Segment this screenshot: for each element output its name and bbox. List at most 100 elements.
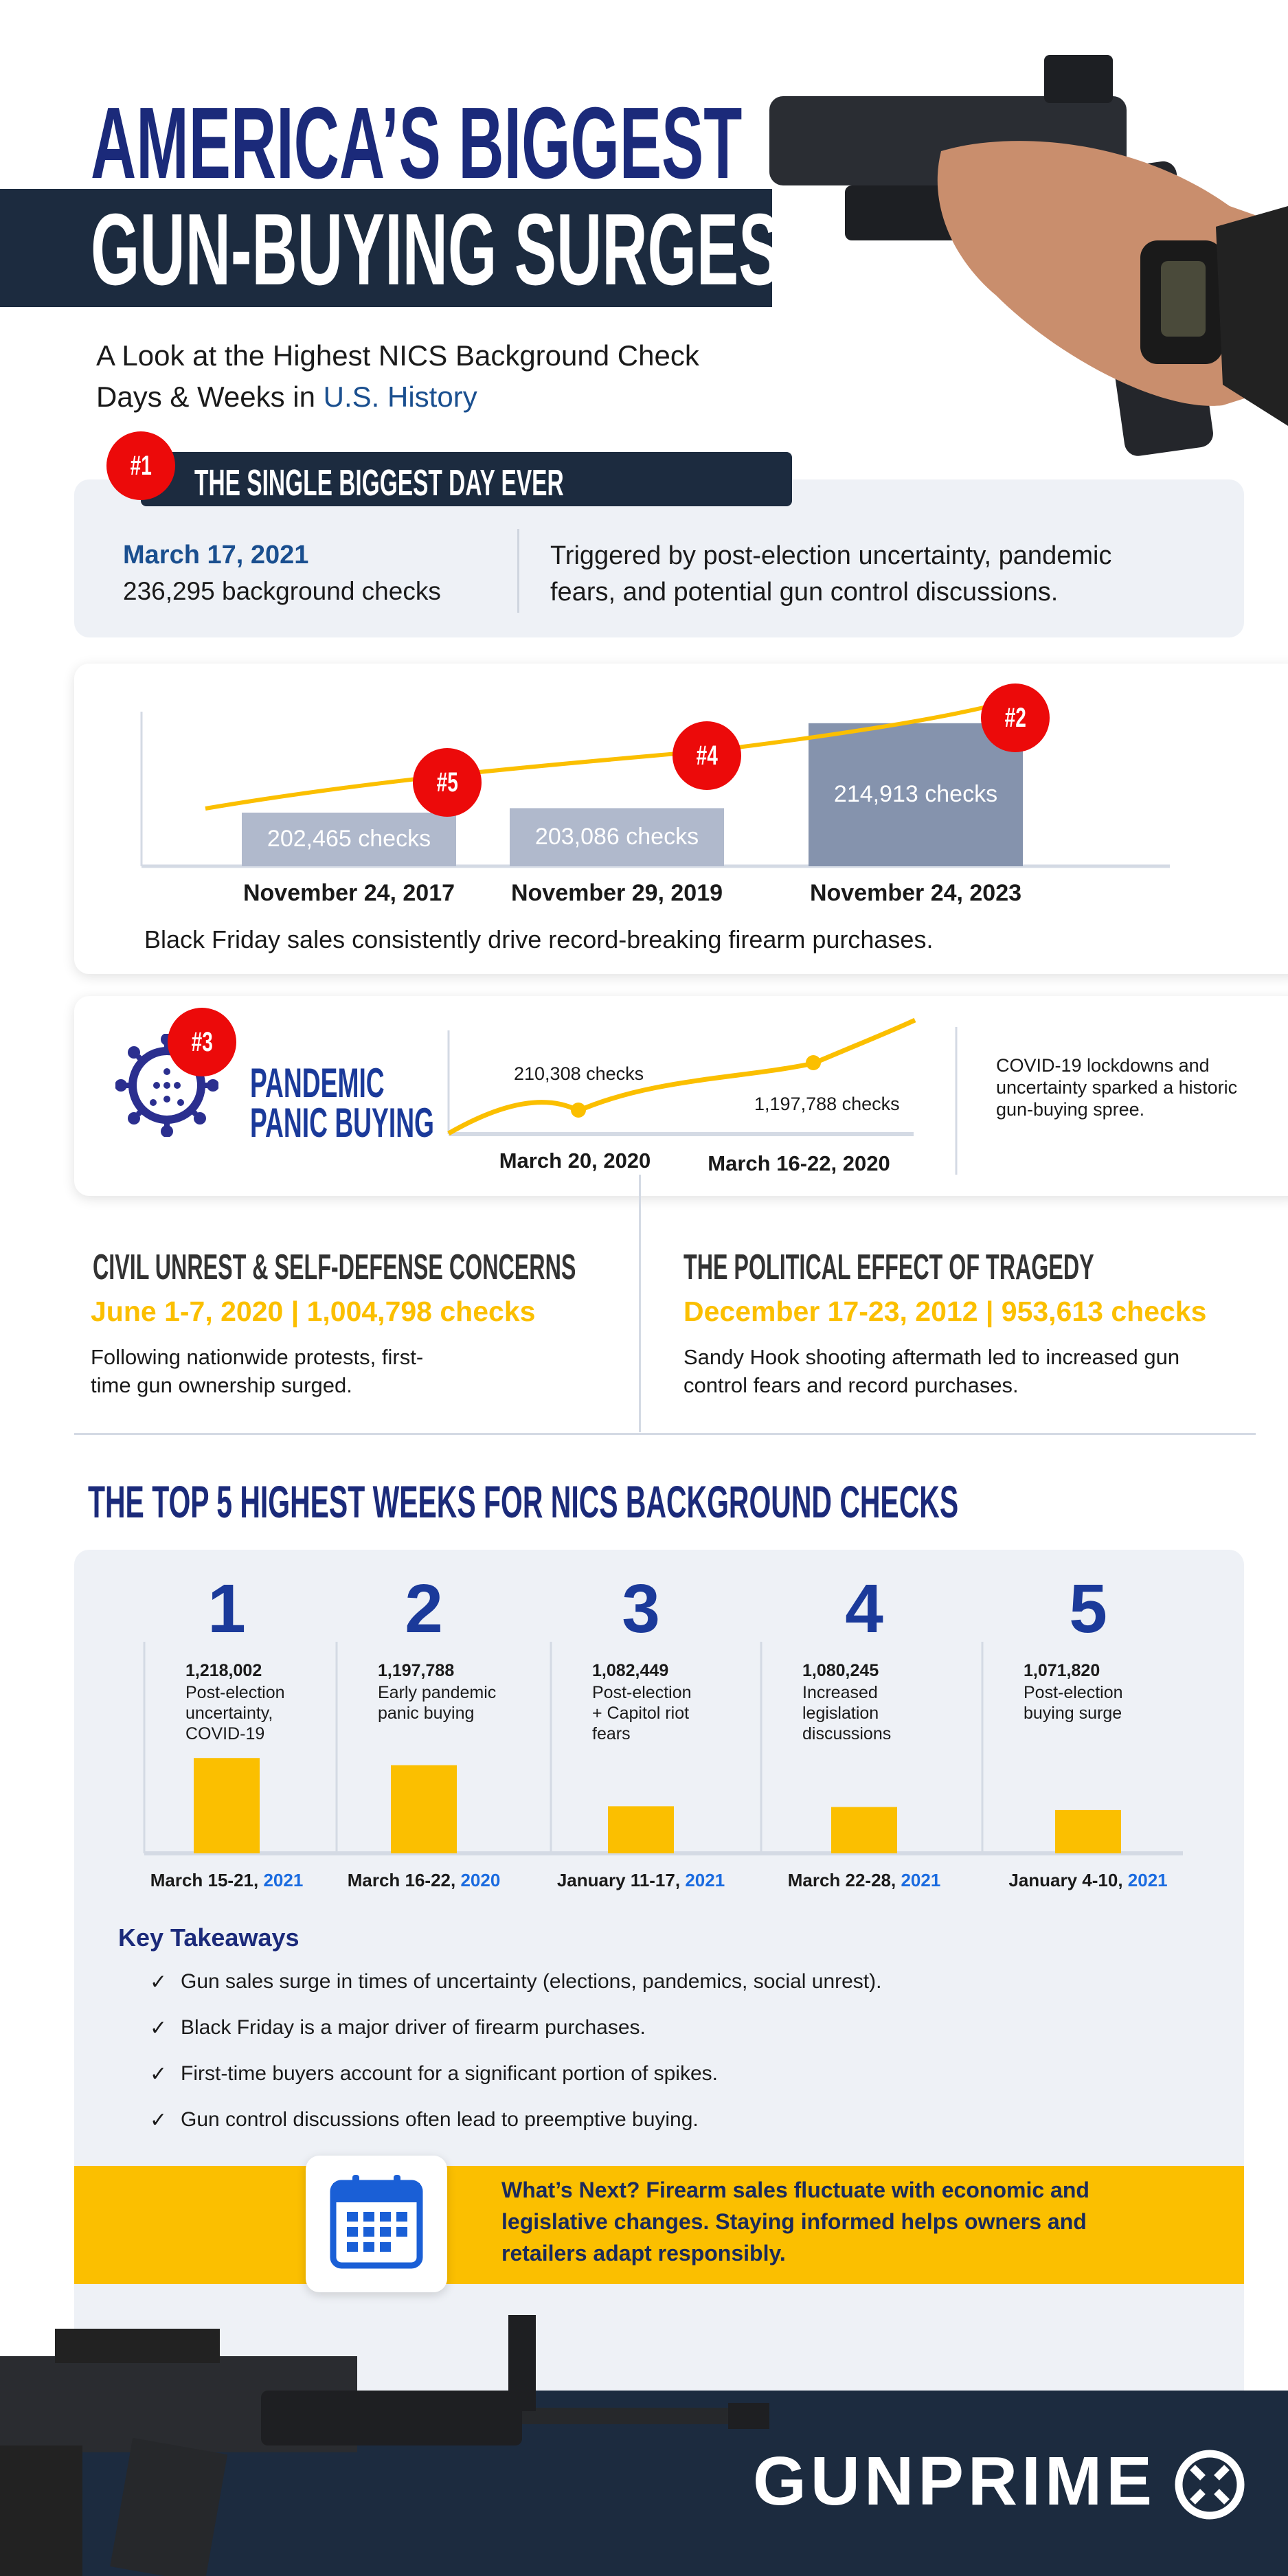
pandemic-title-line: PANIC BUYING bbox=[250, 1100, 434, 1146]
tragedy-body: Sandy Hook shooting aftermath led to inc… bbox=[683, 1343, 1179, 1399]
black-friday-caption: Black Friday sales consistently drive re… bbox=[144, 925, 934, 953]
whats-next-banner bbox=[74, 2166, 1244, 2284]
desc-line: COVID-19 lockdowns and bbox=[996, 1055, 1210, 1076]
rank-number: 2 bbox=[405, 1570, 443, 1647]
bar-value-label: 1,080,245 bbox=[802, 1661, 879, 1680]
reason-line: Increased bbox=[802, 1683, 878, 1702]
takeaway-item: First-time buyers account for a signific… bbox=[181, 2062, 718, 2085]
rank-badge: #3 bbox=[168, 1008, 236, 1076]
rank-badge: #1 bbox=[106, 431, 175, 500]
bar bbox=[510, 808, 724, 866]
title-line-1: AMERICA’S BIGGEST bbox=[91, 87, 743, 200]
crosshair-logo-icon bbox=[1175, 2450, 1245, 2520]
date-range: January 4-10, bbox=[1008, 1870, 1128, 1890]
body-line: Following nationwide protests, first- bbox=[91, 1345, 424, 1369]
reason-line: Early pandemic bbox=[378, 1683, 497, 1702]
reason-line: Post-election bbox=[592, 1683, 692, 1702]
x-tick-label: January 4-10, 2021 bbox=[1008, 1870, 1167, 1891]
divider bbox=[517, 529, 519, 613]
subtitle: A Look at the Highest NICS Background Ch… bbox=[96, 335, 699, 418]
rank-badge-label: #4 bbox=[696, 740, 718, 771]
body-line: Sandy Hook shooting aftermath led to inc… bbox=[683, 1345, 1180, 1369]
bar bbox=[608, 1806, 674, 1853]
divider bbox=[639, 1175, 641, 1432]
bar-value-label: 203,086 checks bbox=[534, 823, 699, 850]
text-line: What’s Next? Firearm sales fluctuate wit… bbox=[501, 2178, 1089, 2202]
whats-next-text: What’s Next? Firearm sales fluctuate wit… bbox=[501, 2174, 1089, 2269]
subtitle-prefix: Days & Weeks in bbox=[96, 381, 324, 413]
rank-number: 5 bbox=[1069, 1570, 1107, 1647]
reason-line: panic buying bbox=[378, 1704, 475, 1723]
black-friday-chart bbox=[140, 697, 1170, 868]
pandemic-card bbox=[74, 996, 1288, 1196]
reason-line: fears bbox=[592, 1724, 631, 1743]
date-range: January 11-17, bbox=[556, 1870, 686, 1890]
biggest-day-header: THE SINGLE BIGGEST DAY EVER bbox=[141, 452, 792, 506]
title-band bbox=[0, 189, 772, 307]
title-line-2: GUN-BUYING SURGES bbox=[91, 193, 781, 306]
reason-line: discussions bbox=[802, 1724, 892, 1743]
rank-badge: #5 bbox=[413, 748, 482, 817]
takeaways-title: Key Takeaways bbox=[118, 1923, 300, 1952]
rank-badge: #2 bbox=[981, 683, 1050, 752]
text-line: retailers adapt responsibly. bbox=[501, 2241, 786, 2266]
date-year: 2021 bbox=[263, 1870, 304, 1890]
reason-line: uncertainty, bbox=[185, 1704, 273, 1723]
bar bbox=[391, 1765, 457, 1853]
takeaway-item: Black Friday is a major driver of firear… bbox=[181, 2016, 646, 2039]
data-point bbox=[806, 1055, 821, 1070]
pandemic-chart bbox=[447, 1017, 958, 1175]
tragedy-stat: December 17-23, 2012 | 953,613 checks bbox=[683, 1296, 1207, 1327]
takeaway-item: Gun control discussions often lead to pr… bbox=[181, 2108, 699, 2131]
rank-number: 3 bbox=[622, 1570, 660, 1647]
x-tick-label: November 24, 2023 bbox=[809, 880, 1022, 906]
calendar-icon bbox=[330, 2175, 423, 2269]
divider bbox=[74, 1433, 1256, 1435]
reason-line: buying surge bbox=[1024, 1704, 1122, 1723]
civil-unrest-body: Following nationwide protests, first- ti… bbox=[91, 1343, 423, 1399]
pandemic-description: COVID-19 lockdowns and uncertainty spark… bbox=[996, 1054, 1237, 1120]
biggest-day-checks: 236,295 background checks bbox=[123, 577, 441, 605]
date-year: 2020 bbox=[460, 1870, 501, 1890]
subtitle-line-2: Days & Weeks in U.S. History bbox=[96, 376, 699, 418]
calendar-icon-box bbox=[306, 2156, 447, 2292]
bar-value-label: 1,071,820 bbox=[1024, 1661, 1100, 1680]
biggest-day-heading: THE SINGLE BIGGEST DAY EVER bbox=[194, 462, 564, 504]
rank-number: 4 bbox=[845, 1570, 883, 1647]
check-icon: ✓ bbox=[150, 2063, 168, 2086]
data-point bbox=[571, 1103, 586, 1118]
rank-badge: #4 bbox=[673, 721, 741, 790]
reason-line: legislation bbox=[802, 1704, 879, 1723]
body-line: time gun ownership surged. bbox=[91, 1373, 352, 1397]
text-line: legislative changes. Staying informed he… bbox=[501, 2209, 1087, 2234]
check-icon: ✓ bbox=[150, 2017, 168, 2040]
x-tick-label: March 22-28, 2021 bbox=[788, 1870, 941, 1891]
civil-unrest-heading: CIVIL UNREST & SELF-DEFENSE CONCERNS bbox=[93, 1247, 576, 1287]
rank-badge-label: #5 bbox=[436, 767, 458, 798]
reason-line: COVID-19 bbox=[185, 1724, 265, 1743]
date-year: 2021 bbox=[1127, 1870, 1168, 1890]
bar-value-label: 1,082,449 bbox=[592, 1661, 669, 1680]
pandemic-title: PANDEMIC PANIC BUYING bbox=[250, 1063, 434, 1146]
check-icon: ✓ bbox=[150, 2109, 168, 2132]
x-tick-label: January 11-17, 2021 bbox=[557, 1870, 725, 1891]
date-year: 2021 bbox=[685, 1870, 725, 1890]
check-icon: ✓ bbox=[150, 1971, 168, 1993]
reason-line: + Capitol riot bbox=[592, 1704, 690, 1723]
x-tick-label: March 16-22, 2020 bbox=[348, 1870, 501, 1891]
bar bbox=[1055, 1809, 1121, 1853]
bar-value-label: 1,218,002 bbox=[185, 1661, 262, 1680]
data-label: 1,197,788 checks bbox=[754, 1094, 900, 1114]
body-line: control fears and record purchases. bbox=[683, 1373, 1019, 1397]
gunprime-logo: GUNPRIME bbox=[753, 2443, 1156, 2520]
biggest-day-description: Triggered by post-election uncertainty, … bbox=[550, 538, 1111, 611]
bar bbox=[831, 1807, 897, 1853]
x-tick-label: March 20, 2020 bbox=[499, 1149, 651, 1173]
civil-unrest-stat: June 1-7, 2020 | 1,004,798 checks bbox=[91, 1296, 536, 1327]
date-year: 2021 bbox=[901, 1870, 941, 1890]
x-tick-label: March 16-22, 2020 bbox=[708, 1151, 890, 1175]
desc-line: uncertainty sparked a historic bbox=[996, 1077, 1238, 1098]
top5-heading: THE TOP 5 HIGHEST WEEKS FOR NICS BACKGRO… bbox=[88, 1476, 959, 1527]
reason-line: Post-election bbox=[1024, 1683, 1123, 1702]
tragedy-heading: THE POLITICAL EFFECT OF TRAGEDY bbox=[683, 1247, 1094, 1287]
